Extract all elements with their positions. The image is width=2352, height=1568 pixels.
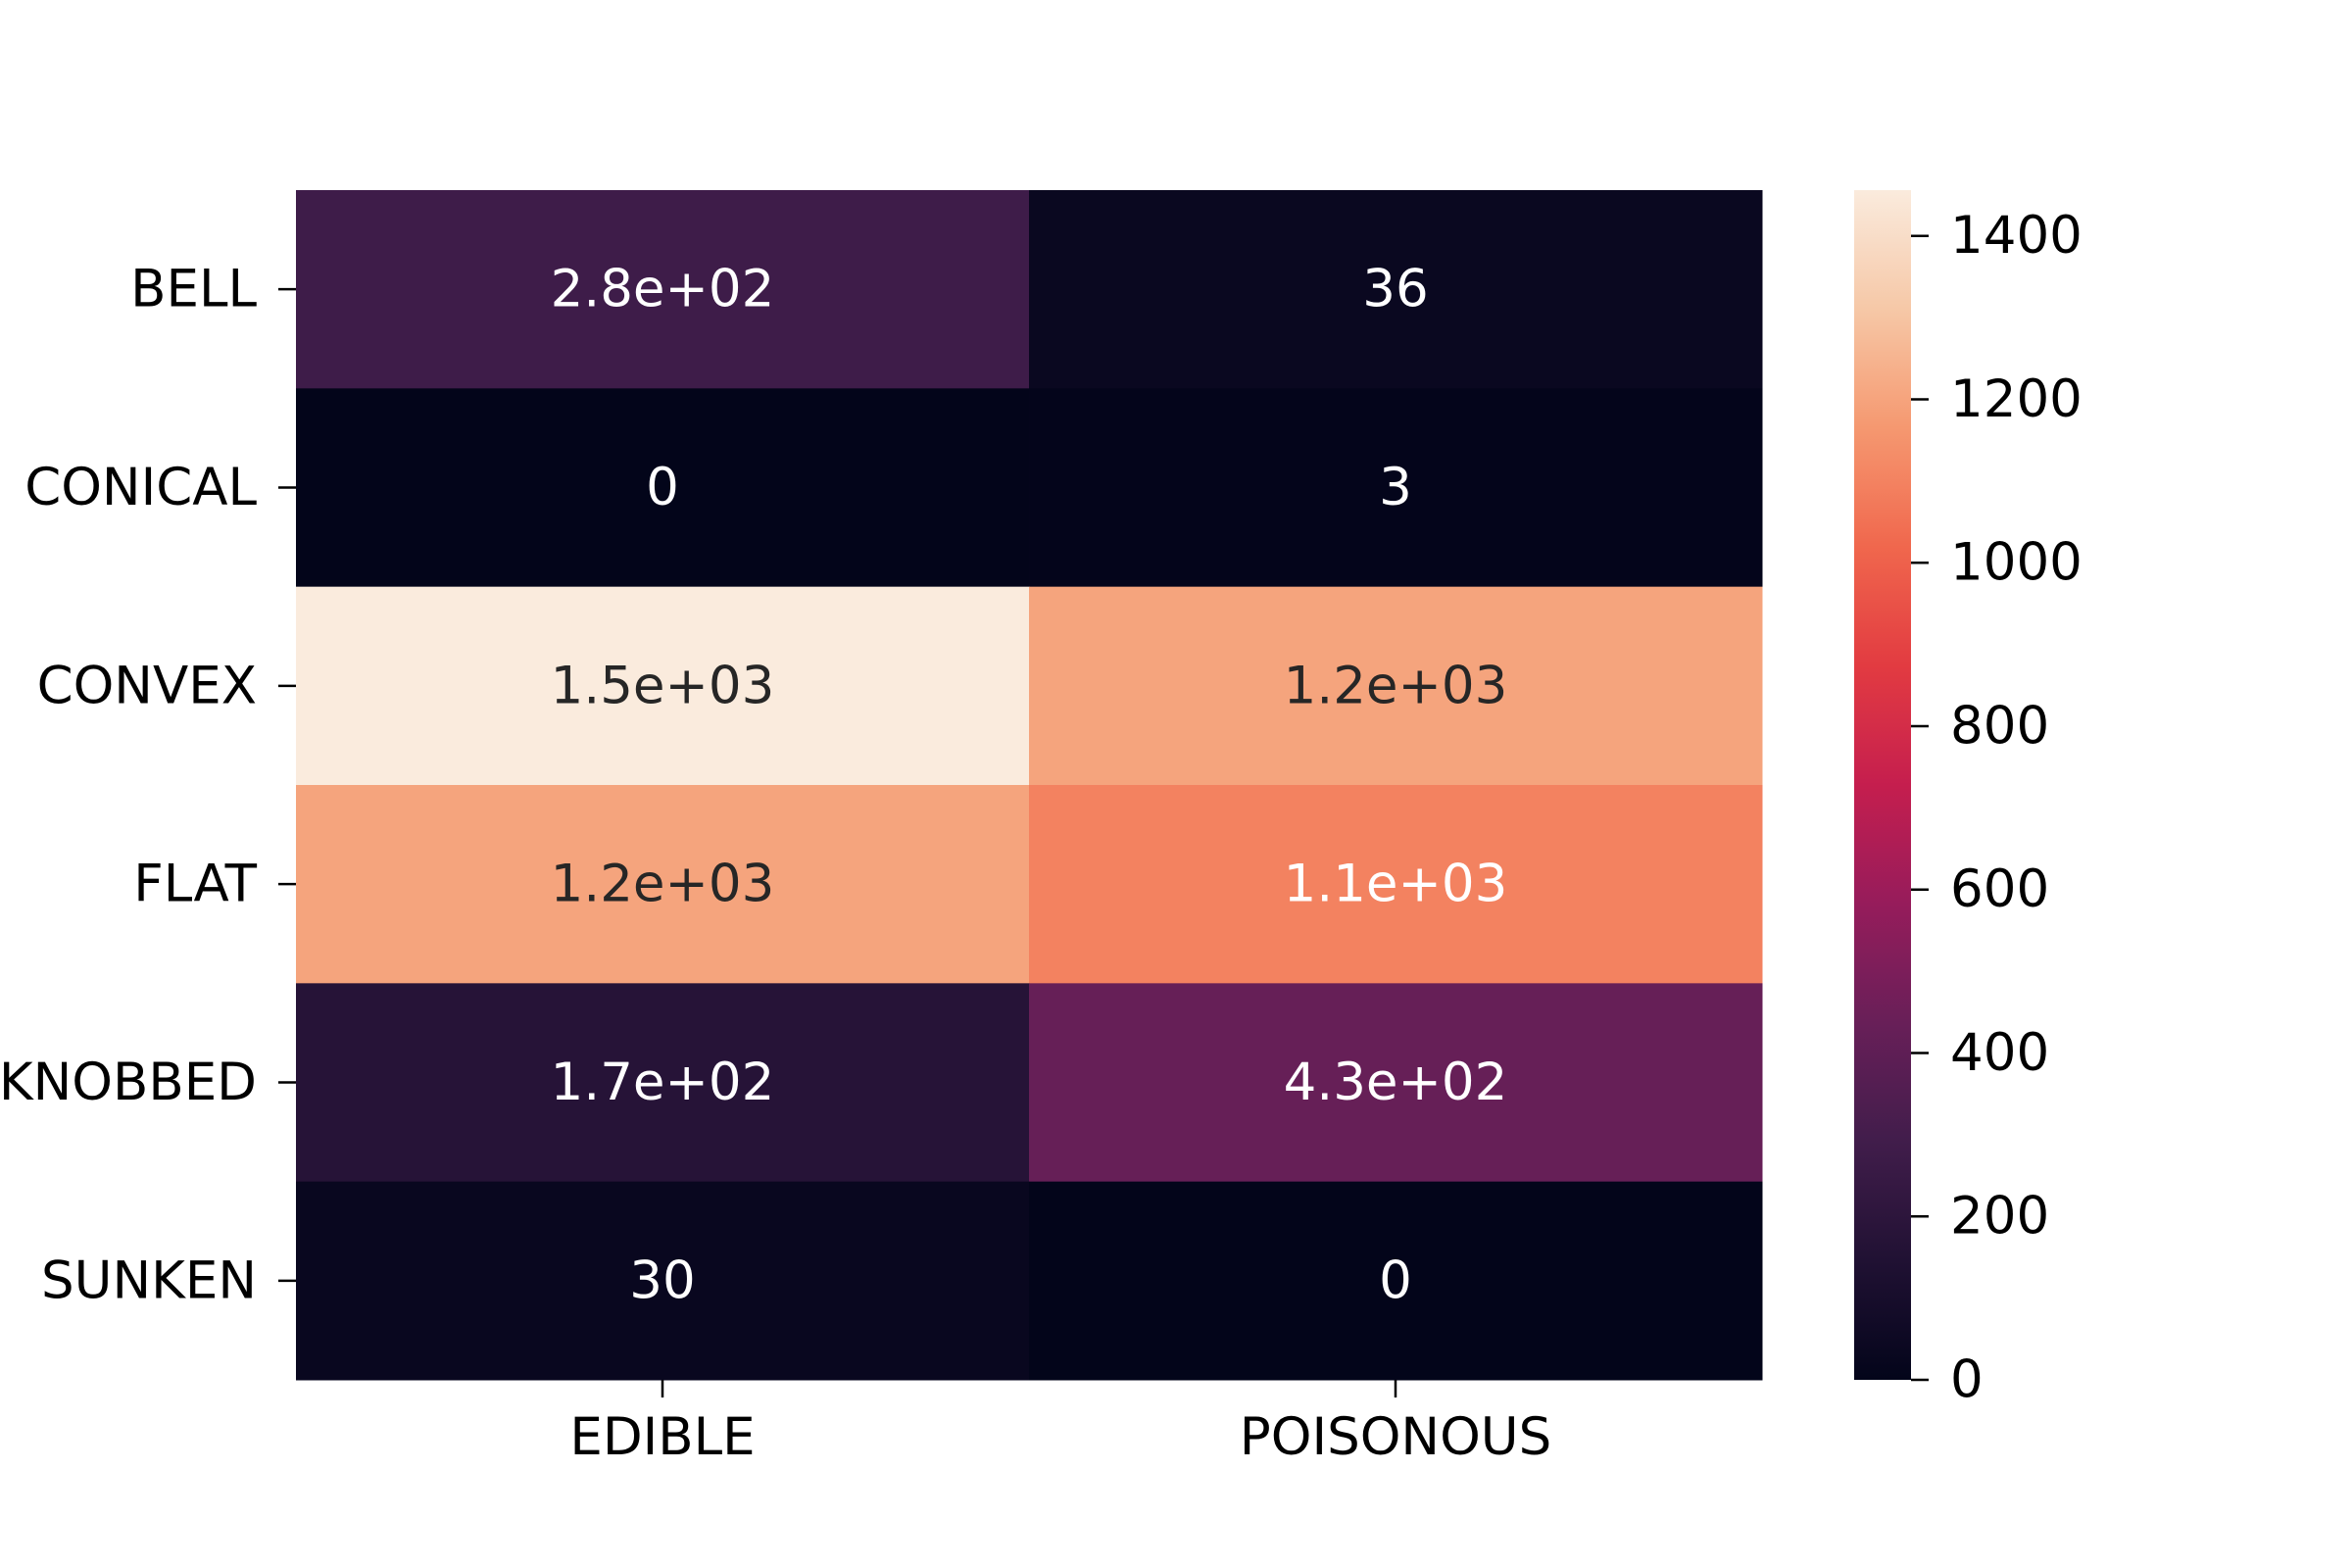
- colorbar-tick-label: 0: [1950, 1350, 1984, 1410]
- cell-value-label: 4.3e+02: [1284, 1053, 1508, 1112]
- heatmap-cell: [1029, 1181, 1763, 1381]
- colorbar-tick-label: 1400: [1950, 206, 2082, 266]
- cell-value-label: 1.2e+03: [551, 855, 775, 914]
- heatmap-cell: [1029, 983, 1763, 1183]
- y-tick-label: CONVEX: [37, 656, 257, 715]
- heatmap-cell: [296, 388, 1030, 588]
- colorbar-tick-label: 600: [1950, 859, 2049, 919]
- cell-value-label: 0: [646, 458, 679, 517]
- cell-value-label: 1.7e+02: [551, 1053, 775, 1112]
- cell-value-label: 1.2e+03: [1284, 656, 1508, 715]
- colorbar-tick-label: 1200: [1950, 369, 2082, 429]
- colorbar-tick-label: 200: [1950, 1187, 2049, 1247]
- heatmap-cell: [1029, 586, 1763, 786]
- y-tick-label: BELL: [130, 260, 257, 319]
- heatmap-cell: [296, 983, 1030, 1183]
- y-tick-label: KNOBBED: [0, 1053, 257, 1112]
- cell-value-label: 30: [629, 1250, 695, 1310]
- heatmap-cell: [1029, 190, 1763, 389]
- y-tick-label: SUNKEN: [41, 1250, 257, 1310]
- x-tick-label: POISONOUS: [1240, 1407, 1551, 1467]
- heatmap-cells: [296, 190, 1763, 1381]
- heatmap-cell: [1029, 388, 1763, 588]
- heatmap-cell: [296, 785, 1030, 984]
- x-tick-label: EDIBLE: [569, 1407, 755, 1467]
- cell-value-label: 3: [1379, 458, 1412, 517]
- heatmap-cell: [296, 586, 1030, 786]
- cell-value-label: 1.1e+03: [1284, 855, 1508, 914]
- heatmap-cell: [1029, 785, 1763, 984]
- y-tick-label: FLAT: [133, 855, 257, 914]
- cell-value-label: 2.8e+02: [551, 260, 775, 319]
- colorbar-tick-label: 1000: [1950, 533, 2082, 593]
- cell-value-label: 1.5e+03: [551, 656, 775, 715]
- colorbar: 0 200 400 600 800 1000 1200 1400: [1854, 190, 2082, 1410]
- cell-value-label: 0: [1379, 1250, 1412, 1310]
- cell-value-labels: 2.8e+02 36 0 3 1.5e+03 1.2e+03 1.2e+03 1.1e+03 1…: [551, 260, 1508, 1311]
- cell-value-label: 36: [1362, 260, 1428, 319]
- colorbar-tick-label: 400: [1950, 1023, 2049, 1083]
- colorbar-tick-label: 800: [1950, 696, 2049, 756]
- y-tick-label: CONICAL: [24, 458, 257, 517]
- heatmap-cell: [296, 190, 1030, 389]
- colorbar-gradient: [1854, 190, 1911, 1380]
- heatmap-cell: [296, 1181, 1030, 1381]
- x-axis: EDIBLE POISONOUS: [569, 1380, 1551, 1467]
- y-axis: BELL CONICAL CONVEX FLAT KNOBBED SUNKEN: [0, 260, 296, 1310]
